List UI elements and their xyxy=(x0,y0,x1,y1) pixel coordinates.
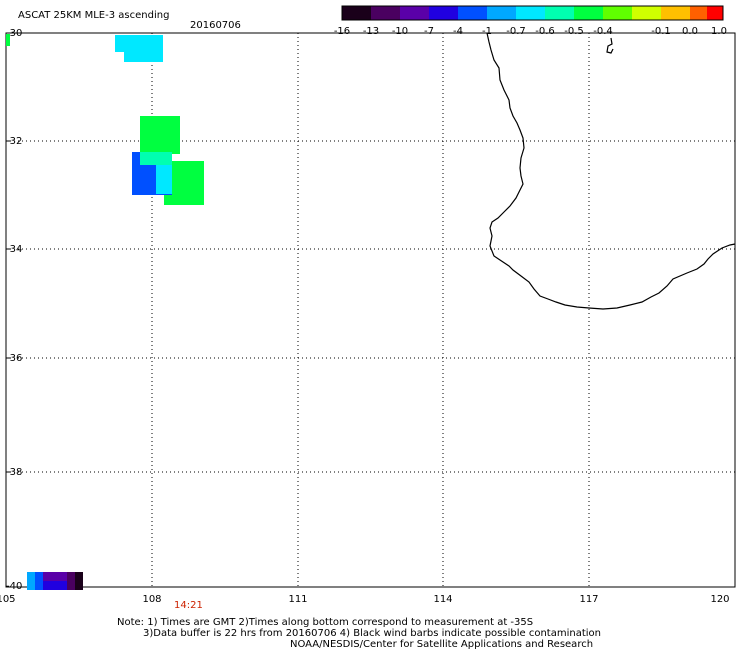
colorbar-label: -0.7 xyxy=(506,26,526,37)
lat-label: -34 xyxy=(6,244,23,255)
map-title: ASCAT 25KM MLE-3 ascending xyxy=(18,10,170,21)
lon-label: 117 xyxy=(579,594,599,605)
data-cell xyxy=(75,572,83,590)
data-cell xyxy=(35,572,43,590)
island-outline xyxy=(606,37,614,54)
wind-data-cells xyxy=(6,34,204,590)
data-cell xyxy=(140,152,172,165)
colorbar-label: -7 xyxy=(424,26,434,37)
lon-label: 111 xyxy=(288,594,308,605)
colorbar-label: -13 xyxy=(362,26,380,37)
colorbar-frame xyxy=(341,5,724,21)
data-cell xyxy=(27,572,35,590)
colorbar-label: -0.4 xyxy=(593,26,613,37)
lat-label: -32 xyxy=(6,136,23,147)
footnote-line-1: Note: 1) Times are GMT 2)Times along bot… xyxy=(117,617,534,628)
colorbar-label: -0.1 xyxy=(651,26,671,37)
data-cell xyxy=(67,572,75,590)
colorbar-segment xyxy=(371,6,400,20)
data-cell xyxy=(140,116,180,154)
lon-label: 105 xyxy=(0,594,16,605)
pass-time-label: 14:21 xyxy=(174,600,203,611)
colorbar-segment xyxy=(574,6,603,20)
lat-label: -40 xyxy=(6,581,23,592)
lon-label: 108 xyxy=(142,594,162,605)
colorbar-segment xyxy=(458,6,487,20)
data-cell xyxy=(6,34,10,46)
lon-label: 120 xyxy=(710,594,730,605)
colorbar-segment xyxy=(516,6,545,20)
lat-label: -38 xyxy=(6,467,23,478)
colorbar-segment xyxy=(342,6,371,20)
colorbar-label: -0.6 xyxy=(535,26,555,37)
colorbar-segment xyxy=(690,6,707,20)
colorbar-label: -0.5 xyxy=(564,26,584,37)
map-date: 20160706 xyxy=(190,20,241,31)
lat-label: -30 xyxy=(6,28,23,39)
axis-ticks xyxy=(6,140,10,473)
colorbar-segment xyxy=(632,6,661,20)
colorbar-segment xyxy=(545,6,574,20)
colorbar-label: 1.0 xyxy=(711,26,727,37)
lon-label: 114 xyxy=(433,594,453,605)
colorbar-segment xyxy=(707,6,723,20)
colorbar-segment xyxy=(429,6,458,20)
coastline xyxy=(486,32,736,310)
colorbar-segment xyxy=(487,6,516,20)
footnote-credit: NOAA/NESDIS/Center for Satellite Applica… xyxy=(290,639,594,650)
gridlines xyxy=(6,33,735,587)
data-cell xyxy=(124,50,163,62)
data-cell xyxy=(156,165,172,194)
data-cell xyxy=(115,35,163,52)
plot-frame xyxy=(5,32,736,588)
footnote-line-2: 3)Data buffer is 22 hrs from 20160706 4)… xyxy=(143,628,601,639)
colorbar-label: -10 xyxy=(391,26,409,37)
colorbar-label: -4 xyxy=(453,26,463,37)
lat-label: -36 xyxy=(6,353,23,364)
data-cell xyxy=(43,572,67,581)
colorbar-segment xyxy=(661,6,690,20)
colorbar-label: -1 xyxy=(482,26,492,37)
colorbar-label: 0.0 xyxy=(682,26,698,37)
colorbar-segment xyxy=(400,6,429,20)
colorbar-segment xyxy=(603,6,632,20)
colorbar-label: -16 xyxy=(333,26,351,37)
colorbar xyxy=(341,5,724,21)
